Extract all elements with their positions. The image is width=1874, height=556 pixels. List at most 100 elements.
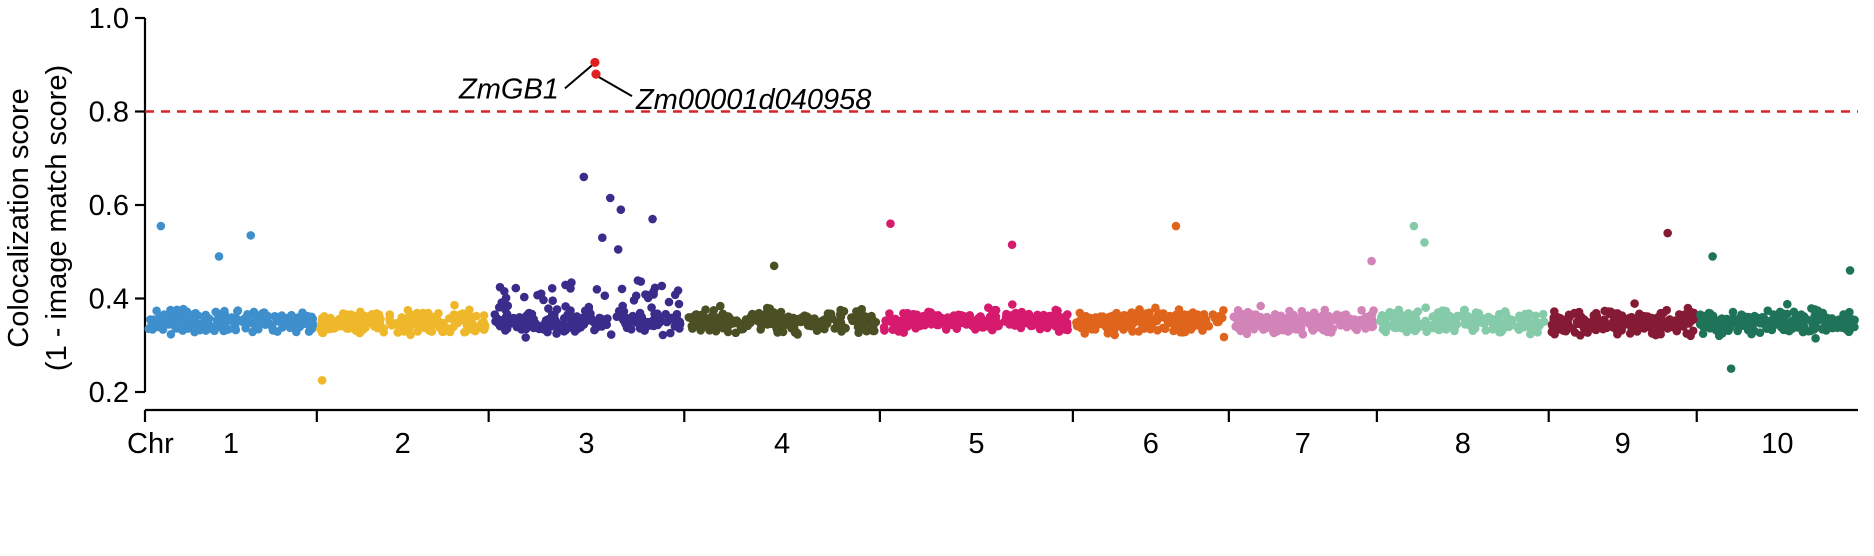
data-point: [1471, 311, 1480, 320]
data-point: [574, 320, 583, 330]
data-point: [321, 321, 330, 330]
data-point: [517, 325, 526, 334]
outlier-point: [317, 376, 327, 385]
data-point: [836, 312, 846, 322]
data-point: [344, 317, 354, 327]
data-point: [568, 313, 578, 322]
data-point: [756, 325, 765, 334]
data-point: [1807, 316, 1816, 325]
data-point: [511, 283, 521, 293]
data-point: [1086, 313, 1095, 323]
data-point: [675, 319, 685, 329]
data-point: [1490, 322, 1500, 332]
data-point: [718, 321, 727, 330]
data-point: [467, 316, 476, 325]
data-point: [894, 327, 903, 336]
data-point: [1747, 329, 1756, 339]
data-point: [794, 315, 804, 325]
data-point: [427, 327, 437, 336]
data-point: [421, 318, 431, 328]
data-point: [731, 328, 740, 338]
data-point: [1663, 324, 1672, 333]
data-point: [1728, 307, 1738, 317]
data-point: [360, 322, 369, 332]
data-point: [1398, 323, 1408, 333]
data-point: [1677, 320, 1686, 330]
data-point: [1180, 327, 1190, 337]
data-point: [1580, 321, 1589, 331]
data-point: [1219, 332, 1229, 342]
data-point: [1783, 299, 1792, 309]
data-point: [434, 309, 443, 318]
data-point: [1096, 312, 1105, 321]
data-point: [723, 312, 732, 322]
data-point: [1187, 315, 1196, 325]
data-point: [178, 326, 187, 335]
data-point: [543, 327, 552, 337]
data-point: [1382, 323, 1391, 332]
data-point: [1158, 323, 1168, 333]
data-point: [1413, 307, 1423, 316]
data-point: [544, 304, 553, 313]
data-point: [385, 311, 395, 320]
data-point: [403, 305, 413, 315]
outlier-point: [1007, 240, 1017, 250]
outlier-point: [156, 221, 166, 231]
data-point: [394, 321, 403, 331]
data-point: [1776, 319, 1786, 329]
highlighted-point: [590, 57, 600, 68]
data-point: [1762, 322, 1772, 332]
outlier-point: [1726, 364, 1736, 373]
data-point: [504, 314, 514, 324]
data-point: [1308, 321, 1318, 330]
data-point: [1561, 326, 1571, 336]
data-point: [305, 315, 315, 325]
data-point: [1642, 312, 1652, 321]
data-point: [1763, 306, 1773, 316]
data-point: [1017, 307, 1027, 317]
data-point: [828, 314, 837, 324]
y-axis-title: Colocalization score (1 - image match sc…: [3, 65, 73, 371]
data-point: [445, 327, 454, 336]
data-point: [1648, 327, 1657, 336]
data-point: [1698, 329, 1708, 339]
data-point: [606, 330, 616, 339]
data-point: [230, 319, 240, 329]
data-point: [460, 327, 469, 337]
data-point: [657, 281, 667, 291]
data-point: [1033, 319, 1042, 328]
data-point: [1689, 308, 1699, 318]
data-point: [1620, 318, 1629, 328]
data-point: [1587, 320, 1597, 330]
data-point: [1325, 316, 1334, 325]
data-point: [497, 298, 507, 307]
data-point: [1127, 308, 1136, 317]
data-point: [536, 289, 546, 299]
data-point: [1627, 324, 1636, 334]
gene-label: ZmGB1: [458, 73, 559, 105]
data-point: [547, 284, 557, 293]
data-point: [1377, 313, 1386, 322]
data-point: [633, 276, 643, 285]
data-point: [165, 313, 174, 323]
data-point: [1498, 309, 1507, 319]
data-point: [1683, 303, 1693, 313]
chromosome-label: 8: [1455, 428, 1471, 460]
data-point: [1243, 319, 1252, 328]
data-point: [1550, 307, 1559, 316]
data-point: [1387, 310, 1396, 319]
data-point: [203, 321, 213, 331]
data-point: [906, 319, 915, 329]
data-point: [1110, 312, 1120, 321]
data-point: [1449, 313, 1458, 323]
chromosome-label: 5: [968, 428, 984, 460]
y-tick-label: 0.8: [89, 97, 129, 129]
data-point: [697, 310, 706, 320]
data-point: [941, 325, 951, 334]
data-point: [1576, 313, 1586, 323]
data-point: [1208, 310, 1218, 319]
data-point: [149, 315, 159, 324]
data-point: [716, 301, 725, 311]
data-point: [689, 318, 699, 328]
data-point: [1334, 311, 1343, 321]
